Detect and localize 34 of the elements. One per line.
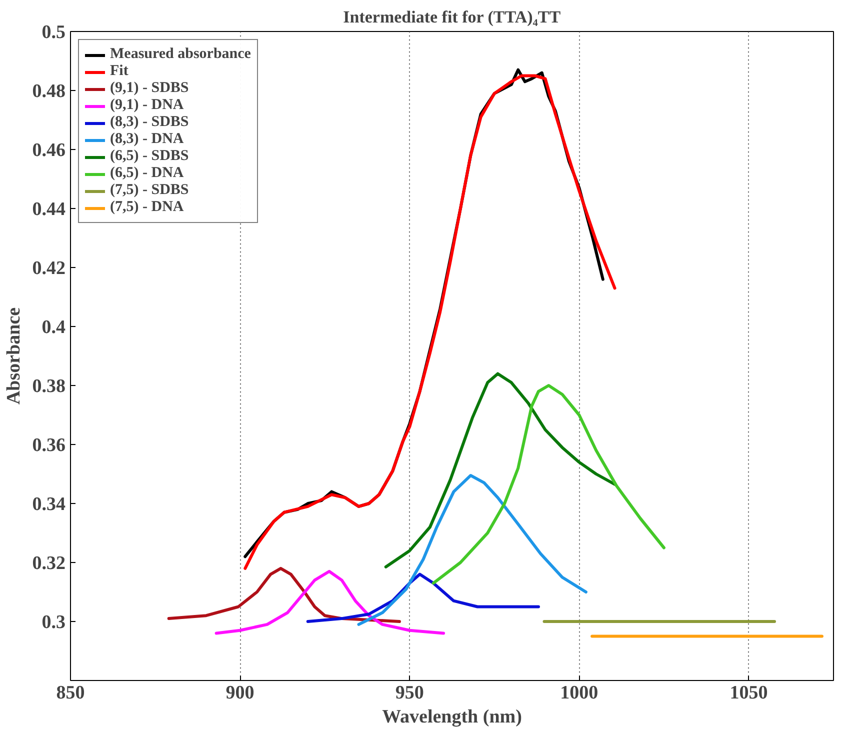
legend-label: (6,5) - SDBS — [110, 148, 189, 165]
chart-title: Intermediate fit for (TTA)₄TT — [343, 8, 562, 26]
y-tick-label: 0.48 — [32, 81, 66, 102]
y-tick-label: 0.38 — [32, 376, 66, 397]
y-tick-label: 0.32 — [32, 553, 66, 574]
y-axis-title: Absorbance — [3, 307, 24, 405]
legend-label: (8,3) - SDBS — [110, 114, 189, 131]
y-tick-label: 0.3 — [42, 612, 66, 633]
line-series — [214, 570, 446, 635]
y-tick-label: 0.34 — [32, 494, 66, 515]
y-tick-label: 0.44 — [32, 199, 66, 220]
legend-label: (7,5) - DNA — [110, 199, 184, 216]
y-tick-label: 0.42 — [32, 258, 66, 279]
line-series — [306, 572, 540, 623]
y-tick-label: 0.5 — [42, 22, 66, 43]
line-series — [432, 384, 666, 585]
y-tick-label: 0.4 — [42, 317, 66, 338]
legend-label: (7,5) - SDBS — [110, 182, 189, 199]
x-tick-label: 900 — [226, 682, 254, 704]
legend-label: (9,1) - SDBS — [110, 80, 189, 97]
legend-label: Fit — [110, 63, 130, 80]
x-tick-label: 1000 — [560, 682, 598, 704]
legend-label: (6,5) - DNA — [110, 165, 184, 182]
x-tick-label: 1050 — [730, 682, 768, 704]
x-axis-title: Wavelength (nm) — [382, 706, 522, 728]
line-series — [384, 372, 616, 568]
legend-label: (9,1) - DNA — [110, 97, 184, 114]
legend-label: Measured absorbance — [110, 46, 251, 63]
line-series — [357, 474, 588, 626]
x-tick-label: 950 — [395, 682, 424, 704]
x-tick-label: 850 — [56, 682, 85, 704]
y-tick-label: 0.46 — [32, 140, 66, 161]
legend-label: (8,3) - DNA — [110, 131, 184, 148]
y-tick-label: 0.36 — [32, 435, 66, 456]
